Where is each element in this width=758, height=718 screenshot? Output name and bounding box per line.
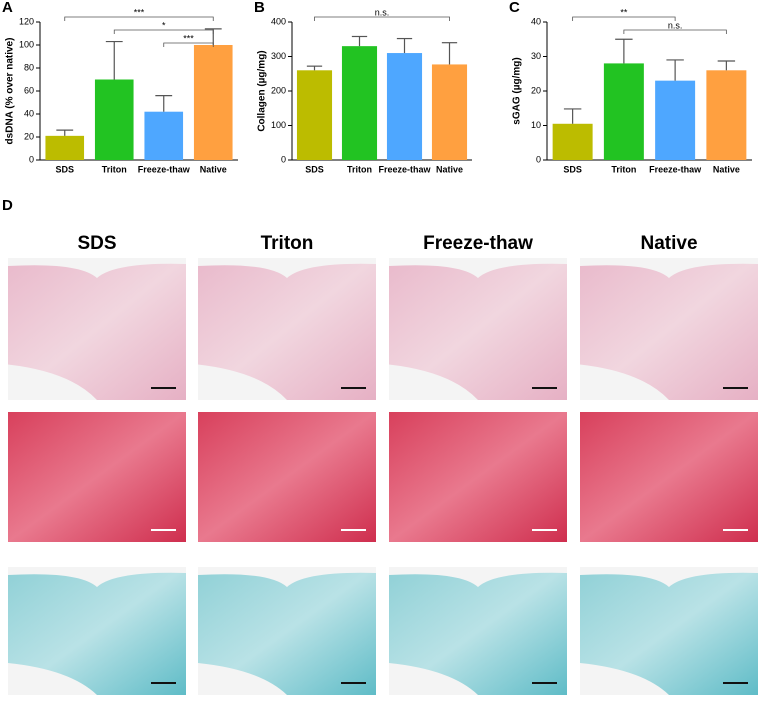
background [580,258,758,278]
x-tick-label: SDS [305,164,324,174]
micrograph [580,412,758,542]
significance-bracket [163,42,214,47]
y-tick-label: 30 [531,51,541,61]
y-tick-label: 0 [281,154,286,164]
column-header: SDS [77,233,116,254]
bar [655,80,696,160]
significance-label: n.s. [375,7,390,17]
bar [296,70,333,160]
column-header: Triton [261,233,314,254]
bar [144,111,184,160]
bar [431,64,468,160]
y-tick-label: 100 [271,120,286,130]
y-tick-label: 400 [271,16,286,26]
bar [386,53,423,160]
significance-label: *** [183,33,194,43]
background [389,258,567,278]
significance-bracket [314,16,450,21]
background [8,567,186,587]
significance-label: n.s. [668,20,683,30]
y-tick-label: 300 [271,51,286,61]
background [580,364,669,400]
y-tick-label: 20 [24,131,34,141]
column-header: Freeze-thaw [423,233,533,254]
y-tick-label: 0 [29,154,34,164]
micrograph [198,412,376,542]
x-tick-label: Triton [102,164,127,174]
background [389,364,478,400]
panel-label: D [2,197,13,214]
x-tick-label: Native [436,164,463,174]
x-tick-label: Native [713,164,740,174]
x-tick-label: Freeze-thaw [649,164,702,174]
y-tick-label: 40 [531,16,541,26]
bar [706,70,747,160]
y-tick-label: 20 [531,85,541,95]
y-tick-label: 40 [24,108,34,118]
background [8,258,186,278]
y-axis-label: sGAG (µg/mg) [512,57,523,124]
y-tick-label: 80 [24,62,34,72]
x-tick-label: Triton [347,164,372,174]
significance-label: * [162,20,166,30]
significance-bracket [623,29,727,34]
micrograph [8,412,186,542]
background [8,663,97,695]
significance-label: ** [620,7,628,17]
bar [193,45,233,160]
panel-label: B [254,0,265,16]
y-tick-label: 200 [271,85,286,95]
x-tick-label: SDS [55,164,74,174]
y-tick-label: 60 [24,85,34,95]
significance-bracket [572,16,676,21]
x-tick-label: SDS [563,164,582,174]
background [198,663,287,695]
bar [94,79,134,160]
background [198,567,376,587]
y-axis-label: Collagen (µg/mg) [257,50,268,131]
bar [552,123,593,160]
significance-label: *** [134,7,145,17]
panel-label: C [509,0,520,16]
background [580,567,758,587]
y-tick-label: 0 [536,154,541,164]
y-tick-label: 100 [19,39,34,49]
background [580,663,669,695]
background [198,258,376,278]
column-header: Native [640,233,697,254]
x-tick-label: Freeze-thaw [138,164,191,174]
panel-d: D SDS Triton Freeze-thaw Native [2,197,758,695]
panel-label: A [2,0,13,16]
y-tick-label: 10 [531,120,541,130]
significance-bracket [113,29,214,34]
background [198,364,287,400]
bar [45,135,85,160]
background [389,567,567,587]
micrograph [389,412,567,542]
y-tick-label: 120 [19,16,34,26]
y-axis-label: dsDNA (% over native) [5,38,16,145]
significance-bracket [64,16,214,21]
bar [341,46,378,160]
bar [603,63,644,160]
background [8,364,97,400]
x-tick-label: Triton [611,164,636,174]
x-tick-label: Native [200,164,227,174]
chart: B Collagen (µg/mg) 0 100 200 300 400 SDS Triton F… [254,0,472,174]
x-tick-label: Freeze-thaw [378,164,431,174]
background [389,663,478,695]
